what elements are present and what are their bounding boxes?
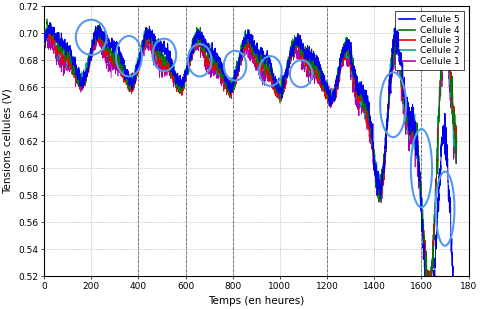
Cellule 5: [288, 52, 294, 55]
Line: Cellule 5: Cellule 5: [44, 18, 457, 307]
Cellule 1: [289, 50, 295, 54]
Cellule 3: [443, 14, 449, 18]
Cellule 5: [199, 45, 204, 49]
Cellule 2: [443, 17, 448, 20]
Cellule 4: [199, 39, 204, 43]
Cellule 5: [310, 75, 315, 79]
Legend: Cellule 5, Cellule 4, Cellule 3, Cellule 2, Cellule 1: Cellule 5, Cellule 4, Cellule 3, Cellule…: [395, 11, 464, 70]
Cellule 4: [381, 168, 386, 172]
Cellule 3: [310, 70, 315, 74]
Line: Cellule 2: Cellule 2: [44, 19, 457, 302]
Cellule 2: [41, 39, 47, 43]
Y-axis label: Tensions cellules (V): Tensions cellules (V): [3, 88, 13, 194]
Cellule 1: [116, 45, 122, 49]
Cellule 4: [349, 67, 355, 71]
Cellule 4: [116, 57, 122, 61]
Cellule 3: [454, 142, 460, 145]
Cellule 2: [381, 156, 386, 160]
Cellule 4: [41, 36, 47, 40]
Cellule 2: [116, 59, 122, 62]
Cellule 2: [288, 43, 294, 47]
Cellule 5: [425, 305, 431, 308]
Line: Cellule 1: Cellule 1: [44, 23, 457, 309]
Cellule 2: [310, 61, 315, 65]
Cellule 4: [454, 142, 460, 146]
Cellule 5: [349, 76, 355, 80]
Cellule 2: [454, 143, 460, 147]
Line: Cellule 4: Cellule 4: [44, 21, 457, 309]
Cellule 5: [116, 66, 122, 70]
Cellule 3: [41, 43, 47, 47]
Cellule 2: [349, 59, 355, 63]
Cellule 1: [381, 166, 386, 170]
Cellule 4: [443, 19, 448, 23]
Cellule 4: [288, 50, 294, 53]
Line: Cellule 3: Cellule 3: [44, 16, 457, 309]
Cellule 1: [199, 30, 204, 34]
Cellule 1: [349, 64, 355, 67]
Cellule 3: [199, 46, 204, 50]
Cellule 3: [288, 51, 294, 54]
Cellule 4: [310, 69, 315, 73]
Cellule 1: [47, 21, 53, 24]
Cellule 5: [41, 40, 47, 44]
Cellule 3: [381, 177, 386, 181]
Cellule 2: [199, 49, 204, 52]
Cellule 5: [454, 151, 460, 155]
Cellule 1: [310, 54, 315, 58]
Cellule 5: [381, 165, 386, 169]
Cellule 5: [444, 16, 450, 20]
Cellule 1: [41, 36, 47, 39]
Cellule 3: [116, 67, 122, 71]
X-axis label: Temps (en heures): Temps (en heures): [208, 296, 304, 306]
Cellule 3: [349, 65, 355, 69]
Cellule 2: [427, 300, 433, 304]
